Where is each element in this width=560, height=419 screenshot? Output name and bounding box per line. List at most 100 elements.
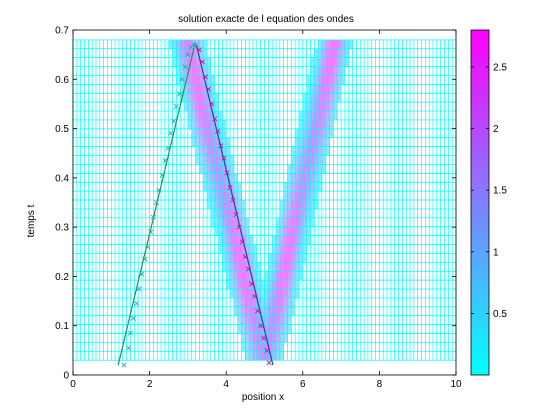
surface-cell (283, 280, 288, 290)
surface-cell (195, 66, 200, 76)
surface-cell (210, 75, 216, 85)
surface-cell (214, 173, 219, 183)
surface-cell (295, 271, 300, 281)
surface-cell (287, 164, 292, 174)
marker-point-series-1 (176, 91, 182, 97)
surface-cell (298, 191, 304, 201)
surface-cell (218, 164, 223, 174)
surface-cell (272, 324, 277, 334)
surface-cell (321, 84, 327, 94)
marker-point-series-2 (233, 212, 239, 218)
surface-cell (214, 137, 219, 147)
axes-frame (72, 29, 457, 376)
surface-cell (306, 200, 311, 210)
surface-cell (207, 155, 212, 165)
surface-cell (187, 119, 193, 130)
surface-cell (321, 57, 327, 67)
surface-cell (321, 146, 327, 156)
surface-cell (233, 289, 238, 299)
surface-cell (275, 324, 281, 334)
surface-cell (195, 111, 200, 121)
marker-point-series-1 (173, 103, 179, 109)
surface-cell (268, 315, 273, 325)
surface-cell (233, 217, 238, 228)
surface-cell (291, 262, 296, 272)
surface-cell (329, 102, 334, 112)
surface-cell (230, 253, 235, 263)
surface-cell (245, 297, 250, 308)
surface-cell (310, 84, 315, 94)
surface-cell (176, 75, 181, 85)
surface-cell (283, 271, 288, 281)
surface-cell (306, 102, 311, 112)
surface-cell (302, 155, 307, 165)
surface-cell (264, 289, 269, 299)
surface-cell (260, 280, 265, 290)
marker-point-series-2 (218, 143, 224, 149)
surface-cell (272, 351, 277, 361)
surface-cell (275, 280, 281, 290)
surface-cell (329, 48, 334, 58)
surface-cell (302, 182, 307, 192)
surface-cell (318, 155, 323, 165)
surface-cell (314, 84, 319, 94)
surface-cell (321, 39, 327, 50)
surface-cell (191, 93, 196, 103)
surface-cell (226, 155, 231, 165)
marker-point-series-2 (245, 266, 251, 272)
surface-cell (256, 306, 261, 317)
surface-cell (279, 235, 284, 245)
surface-cell (314, 48, 319, 58)
surface-cell (203, 146, 208, 156)
marker-point-series-2 (236, 224, 242, 230)
surface-cell (291, 173, 296, 183)
surface-cell (260, 297, 265, 308)
surface-cell (245, 235, 250, 245)
surface-cell (268, 262, 273, 272)
surface-cell (314, 66, 319, 76)
surface-cell (253, 244, 258, 254)
surface-cell (233, 244, 238, 254)
surface-cell (210, 137, 216, 147)
surface-cell (230, 164, 235, 174)
surface-cell (203, 119, 208, 130)
colorbar-gradient (470, 29, 490, 376)
surface-cell (260, 289, 265, 299)
surface-cell (318, 48, 323, 58)
surface-cell (314, 102, 319, 112)
colorbar-tick-label: 2 (493, 124, 499, 135)
surface-cell (275, 217, 281, 228)
surface-cell (249, 342, 254, 352)
surface-cell (195, 128, 200, 139)
surface-cell (214, 93, 219, 103)
marker-point-series-2 (258, 323, 264, 329)
surface-cell (306, 137, 311, 147)
surface-cell (275, 289, 281, 299)
surface-cell (176, 57, 181, 67)
surface-cell (333, 102, 338, 112)
surface-cell (210, 173, 216, 183)
surface-cell (210, 128, 216, 139)
surface-cell (241, 324, 246, 334)
surface-cell (264, 324, 269, 334)
surface-cell (214, 155, 219, 165)
surface-cell (233, 191, 238, 201)
surface-cell (287, 324, 292, 334)
surface-cell (287, 200, 292, 210)
surface-cell (222, 217, 227, 228)
surface-cell (321, 93, 327, 103)
surface-cell (268, 253, 273, 263)
surface-cell (237, 200, 242, 210)
surface-cell (180, 48, 185, 58)
surface-cell (210, 119, 216, 130)
surface-cell (207, 164, 212, 174)
surface-cell (268, 271, 273, 281)
surface-cell (184, 93, 189, 103)
surface-cell (333, 48, 338, 58)
y-tick-label: 0.2 (55, 272, 69, 283)
surface-cell (210, 182, 216, 192)
surface-cell (333, 84, 338, 94)
surface-cell (318, 102, 323, 112)
surface-cell (245, 271, 250, 281)
surface-cell (237, 289, 242, 299)
